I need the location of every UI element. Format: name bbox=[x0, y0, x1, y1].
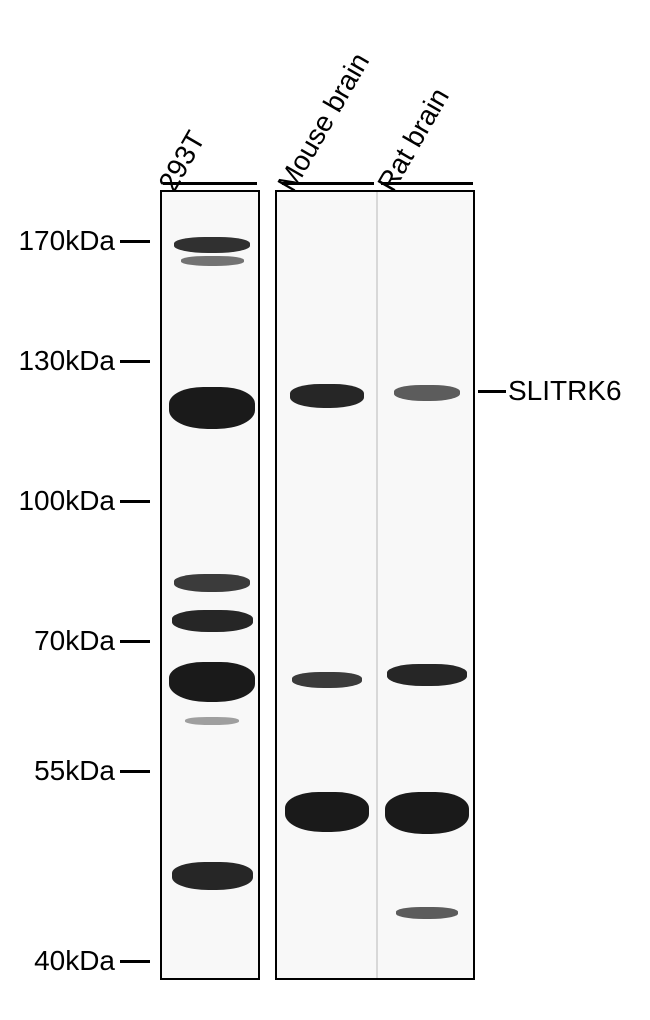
blot-figure: 293T Mouse brain Rat brain 170kDa 130kDa… bbox=[0, 0, 650, 1020]
gel-band bbox=[387, 664, 466, 686]
mw-label: 40kDa bbox=[10, 945, 115, 977]
mw-tick bbox=[120, 500, 150, 503]
lane-label-2: Mouse brain bbox=[271, 48, 376, 197]
lane-label-1: 293T bbox=[152, 126, 212, 197]
gel-band bbox=[396, 907, 458, 919]
mw-label: 170kDa bbox=[10, 225, 115, 257]
lane-underline-3 bbox=[381, 182, 473, 185]
lane-underline-1 bbox=[163, 182, 257, 185]
mw-label: 70kDa bbox=[10, 625, 115, 657]
gel-band bbox=[185, 717, 239, 725]
gel-panel-1 bbox=[160, 190, 260, 980]
mw-label: 130kDa bbox=[10, 345, 115, 377]
protein-tick bbox=[478, 390, 506, 393]
lane-label-3: Rat brain bbox=[371, 83, 456, 197]
gel-band bbox=[394, 385, 460, 401]
lane-underline-2 bbox=[282, 182, 374, 185]
gel-band bbox=[181, 256, 244, 266]
mw-tick bbox=[120, 960, 150, 963]
gel-panel-2 bbox=[275, 190, 475, 980]
lane-divider bbox=[376, 192, 378, 978]
protein-label: SLITRK6 bbox=[508, 375, 622, 407]
gel-band bbox=[385, 792, 469, 834]
gel-band bbox=[174, 237, 251, 253]
gel-band bbox=[172, 862, 253, 890]
gel-band bbox=[172, 610, 253, 632]
mw-tick bbox=[120, 640, 150, 643]
gel-band bbox=[174, 574, 251, 592]
mw-tick bbox=[120, 360, 150, 363]
gel-band bbox=[169, 387, 255, 429]
gel-band bbox=[285, 792, 369, 832]
mw-tick bbox=[120, 770, 150, 773]
gel-band bbox=[290, 384, 365, 408]
mw-label: 55kDa bbox=[10, 755, 115, 787]
mw-label: 100kDa bbox=[10, 485, 115, 517]
gel-band bbox=[169, 662, 255, 702]
mw-tick bbox=[120, 240, 150, 243]
gel-band bbox=[292, 672, 362, 688]
